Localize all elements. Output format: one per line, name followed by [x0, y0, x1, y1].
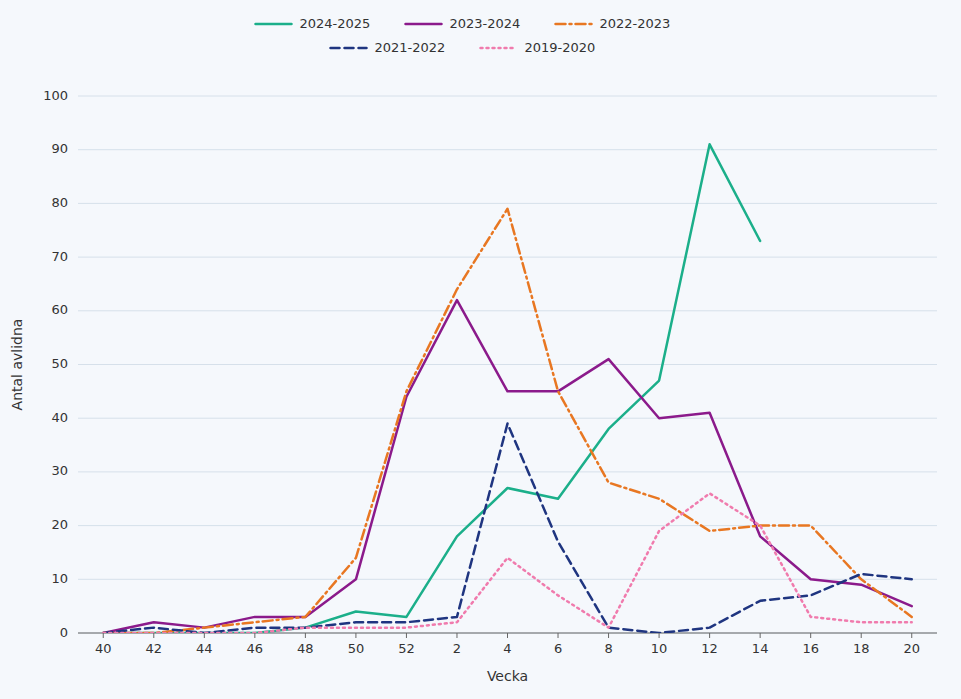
x-tick-label: 20: [903, 641, 920, 656]
x-tick-label: 6: [554, 641, 562, 656]
x-axis: 404244464850522468101214161820: [78, 633, 937, 656]
grid-line: [78, 310, 937, 311]
y-tick-label: 40: [51, 410, 68, 425]
legend-label: 2019-2020: [525, 40, 596, 55]
x-tick-label: 2: [453, 641, 461, 656]
y-tick-label: 90: [51, 141, 68, 156]
x-tick-label: 46: [247, 641, 264, 656]
x-axis-label: Vecka: [487, 668, 528, 684]
x-tick: [861, 633, 862, 638]
x-tick-label: 16: [802, 641, 819, 656]
y-tick-label: 10: [51, 571, 68, 586]
y-tick-label: 60: [51, 302, 68, 317]
y-tick-label: 0: [60, 625, 68, 640]
legend-swatch: [556, 23, 592, 26]
grid-line: [78, 96, 937, 97]
series-line: [103, 424, 911, 633]
x-tick-label: 50: [348, 641, 365, 656]
legend-label: 2023-2024: [450, 16, 521, 31]
x-tick: [254, 633, 255, 638]
x-tick: [153, 633, 154, 638]
legend-label: 2024-2025: [300, 16, 371, 31]
legend-item: 2021-2022: [331, 40, 446, 55]
grid-line: [78, 418, 937, 419]
series-line: [103, 493, 911, 633]
x-tick: [305, 633, 306, 638]
x-tick: [204, 633, 205, 638]
x-tick-label: 42: [146, 641, 163, 656]
y-tick-label: 100: [43, 88, 68, 103]
x-tick-label: 14: [752, 641, 769, 656]
x-tick-label: 48: [297, 641, 314, 656]
x-tick-label: 44: [196, 641, 213, 656]
y-tick-label: 30: [51, 463, 68, 478]
x-tick-label: 10: [651, 641, 668, 656]
x-tick-label: 12: [701, 641, 718, 656]
x-tick: [760, 633, 761, 638]
y-axis: 0 10 20 30 40 50 60 70 80 90 100: [43, 88, 68, 640]
x-tick: [608, 633, 609, 638]
x-tick-label: 4: [503, 641, 511, 656]
legend-item: 2022-2023: [556, 16, 671, 31]
chart-container: 0102030405060708090100404244464850522468…: [0, 0, 961, 699]
legend-swatch: [406, 23, 442, 26]
grid-line: [78, 257, 937, 258]
chart-svg: 0102030405060708090100404244464850522468…: [0, 0, 961, 699]
x-tick: [406, 633, 407, 638]
y-tick-label: 70: [51, 249, 68, 264]
y-axis-label: Antal avlidna: [9, 319, 25, 411]
x-tick: [507, 633, 508, 638]
x-tick-label: 40: [95, 641, 112, 656]
x-tick: [709, 633, 710, 638]
lines: [103, 144, 911, 633]
background: [0, 0, 961, 699]
x-tick: [810, 633, 811, 638]
legend-item: 2019-2020: [481, 40, 596, 55]
grid-line: [78, 471, 937, 472]
legend-label: 2021-2022: [375, 40, 446, 55]
series-line: [103, 144, 760, 633]
series-line: [103, 300, 911, 633]
legend-swatch: [481, 47, 517, 50]
legend-swatch: [256, 23, 292, 26]
x-tick: [558, 633, 559, 638]
x-tick: [103, 633, 104, 638]
x-tick-label: 18: [853, 641, 870, 656]
y-tick-label: 50: [51, 356, 68, 371]
grid-line: [78, 364, 937, 365]
x-tick: [355, 633, 356, 638]
legend-item: 2023-2024: [406, 16, 521, 31]
legend: 2024-2025 2023-2024 2022-2023 2021-2022 2019…: [256, 16, 671, 55]
legend-label: 2022-2023: [600, 16, 671, 31]
x-tick: [659, 633, 660, 638]
x-tick-label: 52: [398, 641, 415, 656]
legend-swatch: [331, 47, 367, 50]
series-line: [103, 209, 911, 633]
x-tick: [456, 633, 457, 638]
grid-line: [78, 149, 937, 150]
y-grid: [78, 96, 937, 633]
x-tick: [911, 633, 912, 638]
grid-line: [78, 579, 937, 580]
grid-line: [78, 203, 937, 204]
x-tick-label: 8: [604, 641, 612, 656]
y-tick-label: 20: [51, 517, 68, 532]
y-tick-label: 80: [51, 195, 68, 210]
legend-item: 2024-2025: [256, 16, 371, 31]
